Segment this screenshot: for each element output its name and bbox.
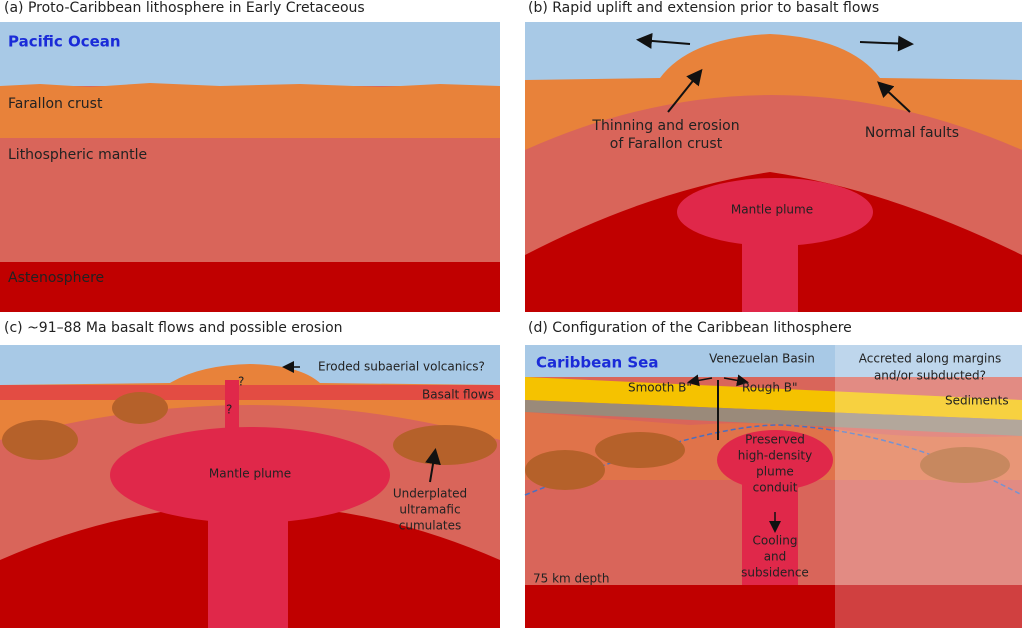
label: Normal faults [865,125,959,141]
panel-a [0,22,500,312]
label: of Farallon crust [610,136,723,152]
label: ultramafic [399,503,460,517]
label: Eroded subaerial volcanics? [318,360,485,374]
label: Farallon crust [8,96,103,112]
label: cumulates [399,519,462,533]
label: Basalt flows [422,388,494,402]
label: Accreted along margins [859,352,1001,366]
label: high-density [738,449,813,463]
label: Cooling [753,534,798,548]
label: Venezuelan Basin [709,352,815,366]
label: Astenosphere [8,270,104,286]
label: Thinning and erosion [591,118,739,134]
label: Preserved [745,433,805,447]
panel-title: (c) ~91–88 Ma basalt flows and possible … [4,320,343,336]
label: and/or subducted? [874,369,986,383]
label: 75 km depth [533,572,609,586]
label: Smooth B" [628,381,692,395]
label: subsidence [741,566,809,580]
label: Sediments [945,394,1009,408]
panel-title: (d) Configuration of the Caribbean litho… [528,320,852,336]
label: plume [756,465,794,479]
panel-d [524,345,1023,628]
label: Lithospheric mantle [8,147,147,163]
label: Rough B" [742,381,798,395]
label: and [764,550,787,564]
label: conduit [753,481,798,495]
label: ? [238,375,244,389]
label: ? [226,403,232,417]
panel-title: (a) Proto-Caribbean lithosphere in Early… [4,0,365,16]
label: Mantle plume [731,203,813,217]
panel-b [525,22,1022,312]
label: Caribbean Sea [536,354,658,372]
panel-c [0,345,500,628]
label: Pacific Ocean [8,33,121,51]
label: Underplated [393,487,467,501]
label: Mantle plume [209,467,291,481]
panel-title: (b) Rapid uplift and extension prior to … [528,0,879,16]
